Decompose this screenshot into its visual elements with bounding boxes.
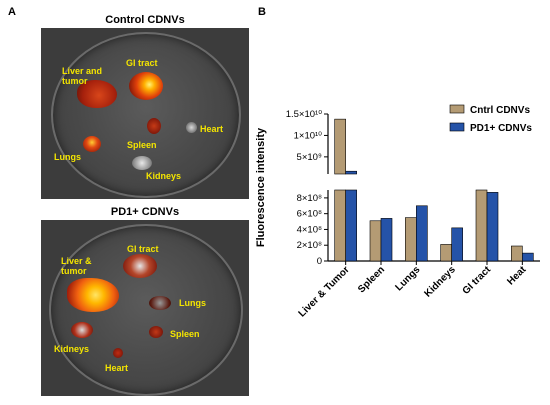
bar-pd1-cdnvs-3 — [451, 227, 463, 262]
y-tick-label: 1.5×10¹⁰ — [286, 109, 322, 120]
bar-pd1-cdnvs-0-upper — [345, 170, 357, 175]
label-kidneys: Kidneys — [54, 344, 90, 354]
y-tick-label: 1×10¹⁰ — [294, 130, 323, 141]
spleen-signal — [147, 118, 161, 134]
lungs-signal — [149, 296, 171, 310]
bar-cntrl-cdnvs-3 — [440, 244, 452, 262]
heart-signal — [113, 348, 123, 358]
liver-tumor-signal — [67, 278, 119, 312]
bar-pd1-cdnvs-5 — [522, 252, 534, 262]
panel-a-letter: A — [8, 6, 16, 18]
heart-signal — [186, 122, 197, 133]
label-liver-and-tumor: Liver and tumor — [62, 66, 103, 86]
bar-cntrl-cdnvs-1 — [369, 220, 382, 262]
legend-swatch-cntrl-cdnvs — [449, 104, 465, 114]
pd1-fluorescence-image: Liver & tumor GI tract Lungs Spleen Kidn… — [41, 220, 249, 396]
petri-dish — [51, 32, 241, 198]
bar-chart-svg: 0 2×10⁸ 4×10⁸ 6×10⁸ 8×10⁸ 5×10⁹ 1×10¹⁰ 1.5×10¹⁰… — [255, 104, 540, 320]
label-lungs: Lungs — [179, 298, 206, 308]
label-lungs: Lungs — [54, 152, 81, 162]
legend-label-cntrl-cdnvs: Cntrl CDNVs — [470, 105, 530, 116]
bar-cntrl-cdnvs-0-lower — [334, 189, 346, 262]
x-tick-label: Heat — [505, 264, 529, 288]
lungs-signal — [83, 136, 101, 152]
y-tick-label: 0 — [317, 256, 322, 267]
label-liver-and-tumor: Liver & tumor — [61, 256, 92, 276]
y-tick-label: 5×10⁹ — [297, 152, 322, 163]
y-tick-label: 8×10⁸ — [297, 193, 322, 204]
panel-b-letter: B — [258, 6, 266, 18]
bar-cntrl-cdnvs-5 — [511, 245, 523, 262]
x-tick-label: GI tract — [461, 264, 494, 297]
kidneys-signal — [71, 322, 93, 338]
bar-cntrl-cdnvs-2 — [405, 217, 417, 262]
y-tick-label: 2×10⁸ — [297, 240, 322, 251]
label-heart: Heart — [105, 363, 129, 373]
bar-pd1-cdnvs-2 — [416, 205, 428, 262]
x-tick-label: Spleen — [356, 264, 387, 295]
liver-tumor-signal — [77, 80, 117, 108]
legend-swatch-pd1-cdnvs — [449, 122, 465, 132]
gi-tract-signal — [129, 72, 163, 100]
bar-chart: 0 2×10⁸ 4×10⁸ 6×10⁸ 8×10⁸ 5×10⁹ 1×10¹⁰ 1.5×10¹⁰… — [250, 90, 550, 400]
control-image-title: Control CDNVs — [105, 14, 185, 26]
bar-pd1-cdnvs-1 — [380, 218, 393, 262]
label-kidneys: Kidneys — [146, 171, 182, 181]
kidneys-signal — [132, 156, 152, 170]
control-fluorescence-image: Liver and tumor GI tract Heart Lungs Spl… — [41, 28, 249, 199]
bar-pd1-cdnvs-0-lower — [345, 189, 357, 262]
x-tick-label: Lungs — [393, 264, 422, 293]
label-gi-tract: GI tract — [126, 58, 158, 68]
label-spleen: Spleen — [127, 140, 157, 150]
x-tick-label: Kidneys — [422, 264, 458, 300]
y-tick-label: 4×10⁸ — [297, 224, 322, 235]
label-gi-tract: GI tract — [127, 244, 159, 254]
bar-cntrl-cdnvs-0-upper — [334, 118, 346, 175]
pd1-image-title: PD1+ CDNVs — [110, 206, 180, 218]
legend-label-pd1-cdnvs: PD1+ CDNVs — [470, 123, 532, 134]
label-heart: Heart — [200, 124, 224, 134]
y-tick-label: 6×10⁸ — [297, 209, 322, 220]
spleen-signal — [149, 326, 163, 338]
y-axis-label: Fluorescence intensity — [255, 127, 267, 247]
x-tick-label: Liver & Tumor — [297, 264, 352, 319]
gi-tract-signal — [123, 254, 157, 278]
bar-pd1-cdnvs-4 — [486, 192, 499, 262]
bar-cntrl-cdnvs-4-lower — [475, 189, 488, 262]
label-spleen: Spleen — [170, 329, 200, 339]
